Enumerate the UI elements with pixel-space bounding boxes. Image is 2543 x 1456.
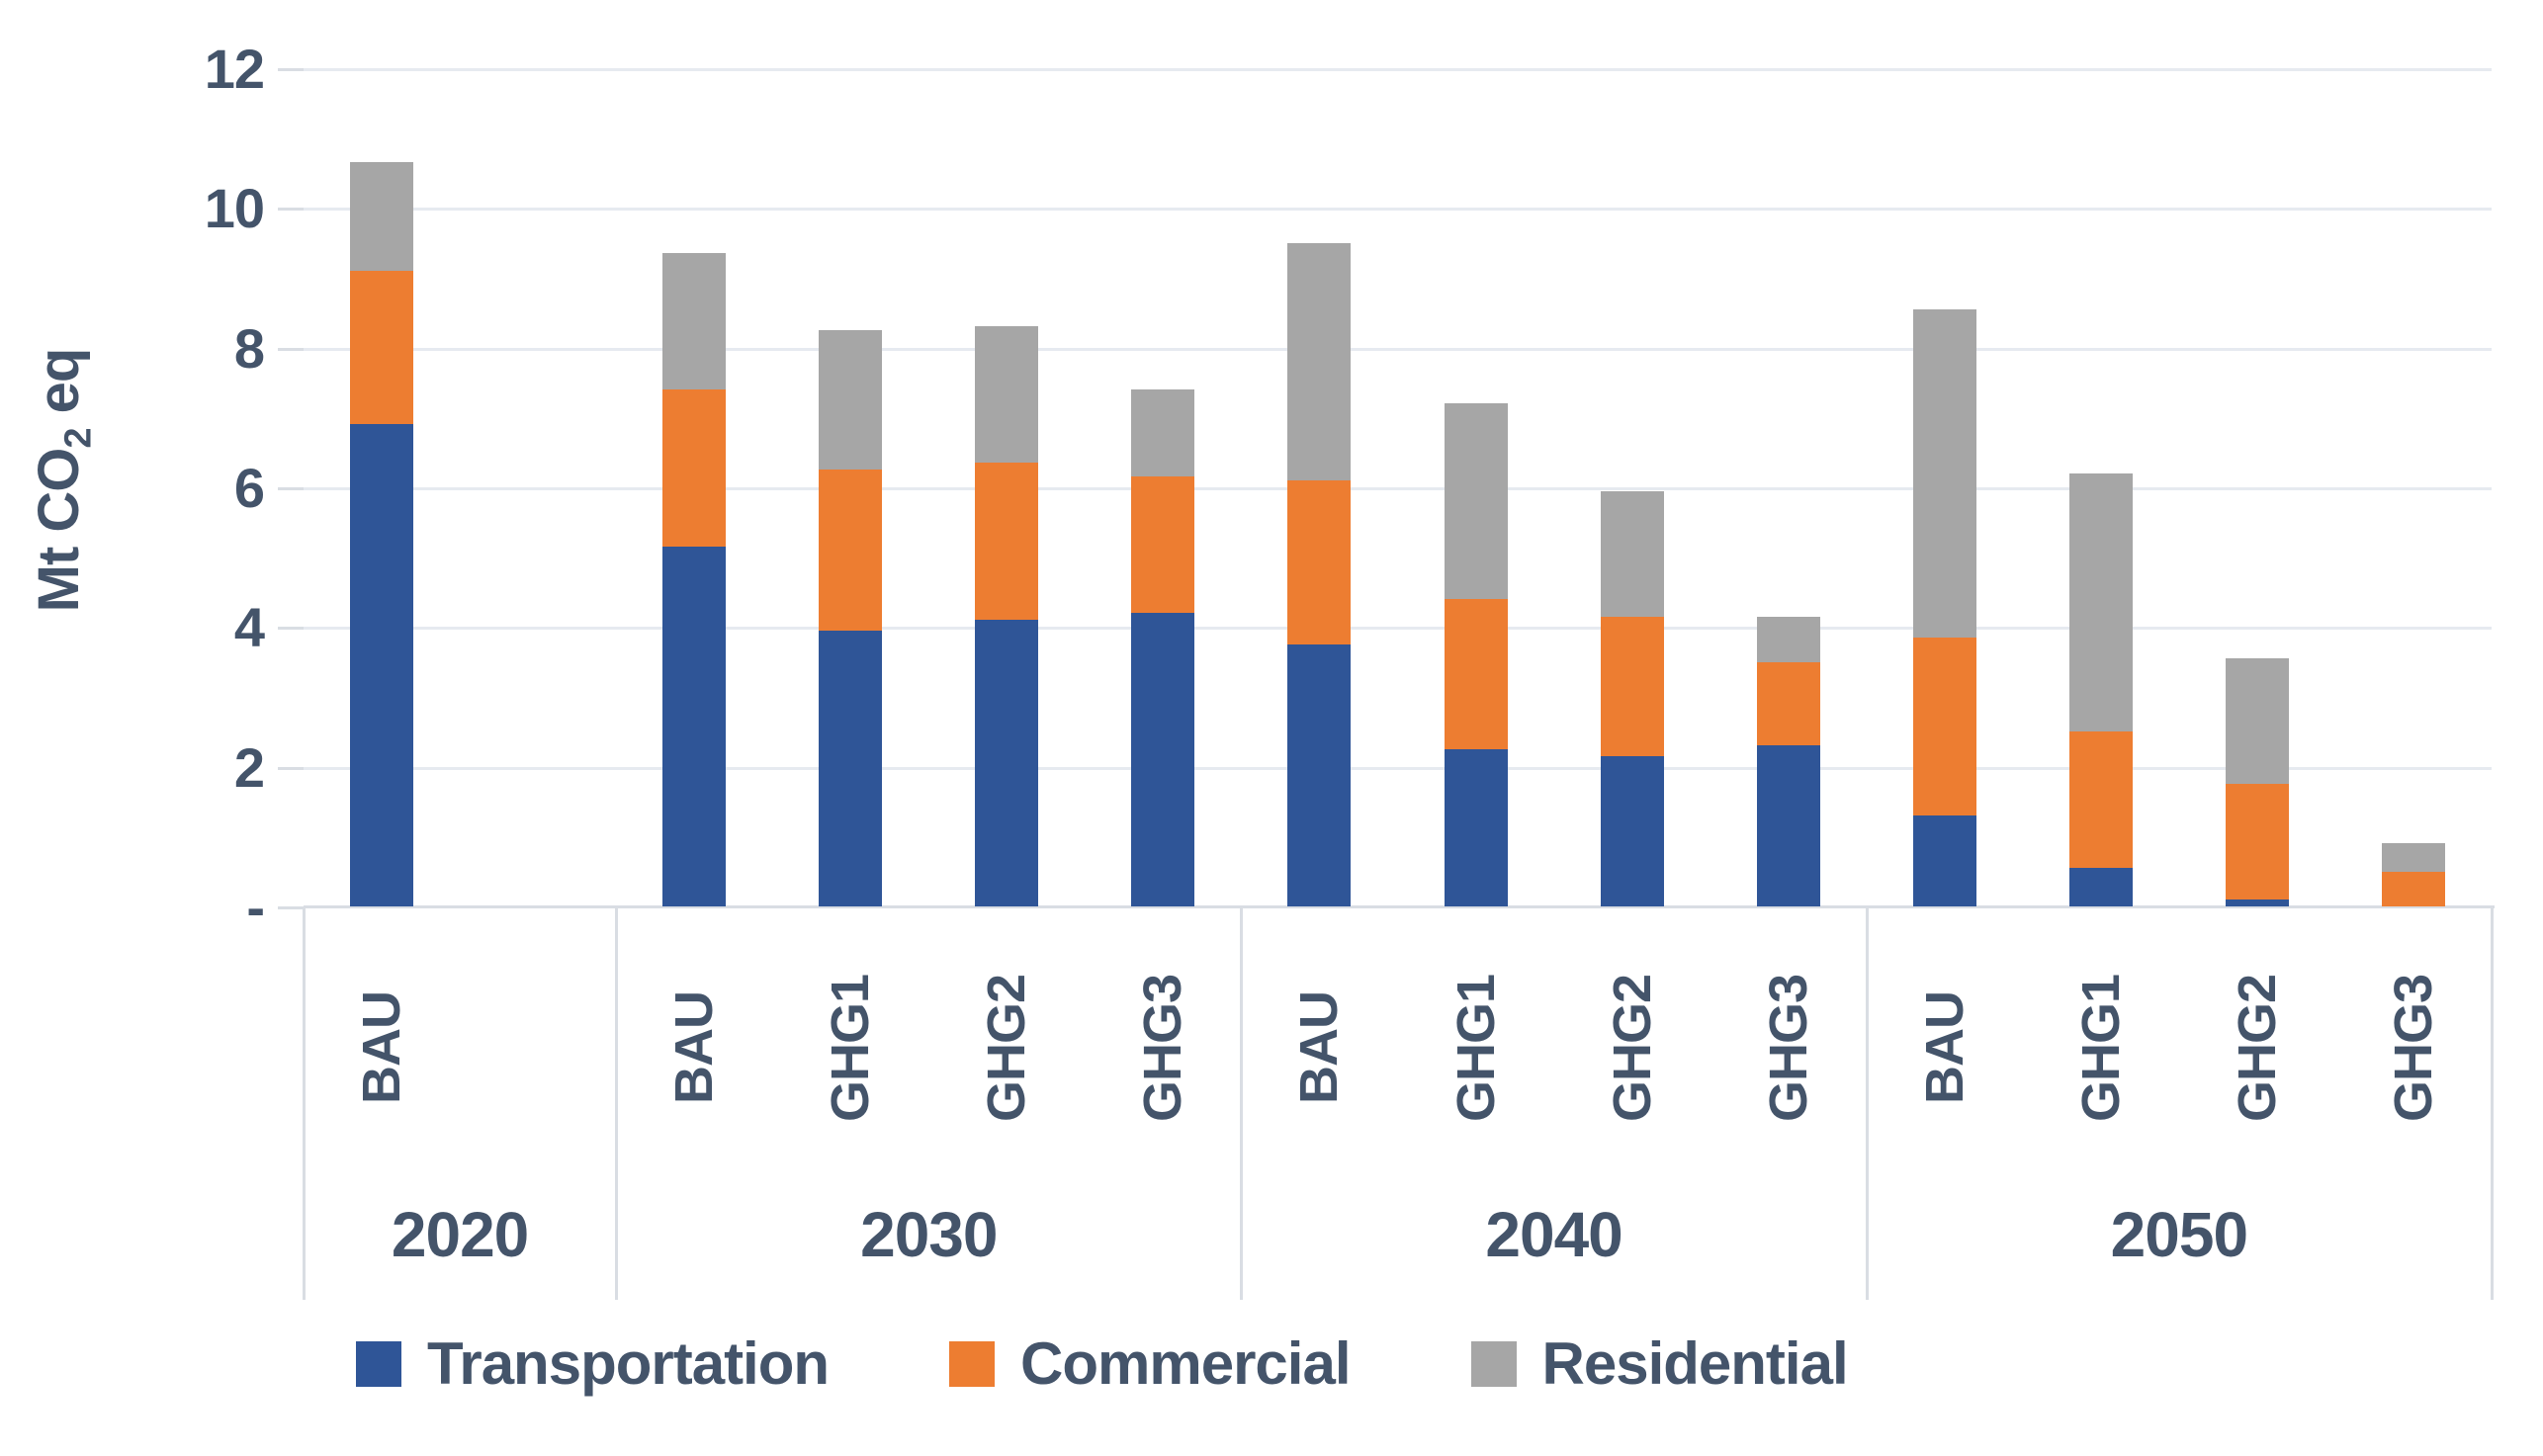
bar-segment-2050-ghg2-transportation bbox=[2225, 899, 2289, 906]
x-tick-label-2030-ghg2: GHG2 bbox=[977, 974, 1037, 1122]
x-tick-label-2040-bau: BAU bbox=[1289, 991, 1350, 1104]
year-label-2050: 2050 bbox=[2110, 1199, 2248, 1270]
y-tick-mark bbox=[278, 68, 304, 71]
bar-segment-2040-ghg1-residential bbox=[1444, 403, 1508, 600]
y-tick-label-6: 6 bbox=[233, 457, 265, 519]
bar-segment-2040-ghg2-residential bbox=[1600, 490, 1664, 617]
bar-segment-2020-bau-residential bbox=[350, 162, 414, 271]
x-axis-line bbox=[304, 905, 2495, 908]
bar-segment-2030-ghg2-transportation bbox=[975, 620, 1039, 906]
bar-segment-2020-bau-commercial bbox=[350, 270, 414, 425]
x-tick-label-2030-ghg3: GHG3 bbox=[1133, 974, 1193, 1122]
bar-segment-2030-ghg3-residential bbox=[1131, 389, 1195, 477]
legend-label-transportation: Transportation bbox=[427, 1330, 830, 1397]
bar-segment-2050-ghg2-commercial bbox=[2225, 784, 2289, 899]
gridline-10 bbox=[304, 208, 2492, 212]
gridline-2 bbox=[304, 766, 2492, 770]
bar-segment-2050-ghg2-residential bbox=[2225, 658, 2289, 785]
bar-segment-2040-ghg1-commercial bbox=[1444, 599, 1508, 749]
y-axis-title-text: Mt CO bbox=[27, 448, 91, 613]
bar-segment-2050-ghg3-commercial bbox=[2381, 871, 2445, 906]
y-tick-label--: - bbox=[246, 876, 265, 938]
x-tick-label-2030-ghg1: GHG1 bbox=[821, 974, 881, 1122]
year-label-2030: 2030 bbox=[860, 1199, 998, 1270]
group-separator bbox=[1240, 907, 1244, 1300]
group-separator bbox=[303, 907, 306, 1300]
gridline-8 bbox=[304, 347, 2492, 351]
y-axis-title-subscript: 2 bbox=[57, 428, 100, 449]
bar-segment-2040-ghg1-transportation bbox=[1444, 749, 1508, 906]
x-tick-label-2040-ghg1: GHG1 bbox=[1446, 974, 1506, 1122]
group-separator bbox=[615, 907, 619, 1300]
x-tick-label-2030-bau: BAU bbox=[664, 991, 725, 1104]
bar-segment-2030-ghg2-commercial bbox=[975, 463, 1039, 621]
bar-segment-2030-ghg3-commercial bbox=[1131, 476, 1195, 614]
bar-segment-2050-bau-residential bbox=[1912, 308, 1976, 638]
legend-swatch-commercial bbox=[949, 1340, 996, 1387]
y-axis-title: Mt CO2 eq bbox=[26, 204, 100, 757]
legend-swatch-residential bbox=[1470, 1340, 1517, 1387]
x-tick-label-2040-ghg2: GHG2 bbox=[1602, 974, 1662, 1122]
chart-legend: Transportation Commercial Residential bbox=[356, 1329, 1849, 1398]
group-separator bbox=[2491, 907, 2494, 1300]
legend-item-transportation: Transportation bbox=[356, 1329, 830, 1398]
bar-segment-2030-ghg1-residential bbox=[819, 330, 883, 471]
bar-segment-2040-ghg3-commercial bbox=[1756, 661, 1820, 746]
y-tick-label-12: 12 bbox=[204, 38, 265, 100]
legend-label-commercial: Commercial bbox=[1020, 1330, 1351, 1397]
y-tick-label-10: 10 bbox=[204, 177, 265, 240]
y-tick-mark bbox=[278, 906, 304, 909]
x-tick-label-2040-ghg3: GHG3 bbox=[1758, 974, 1818, 1122]
bar-segment-2040-bau-transportation bbox=[1287, 644, 1352, 906]
y-tick-label-8: 8 bbox=[233, 316, 265, 380]
bar-segment-2030-ghg2-residential bbox=[975, 326, 1039, 464]
gridline-12 bbox=[304, 68, 2492, 71]
y-tick-mark bbox=[278, 487, 304, 490]
bar-segment-2050-ghg1-residential bbox=[2068, 472, 2133, 732]
legend-item-residential: Residential bbox=[1470, 1329, 1849, 1398]
bar-segment-2050-bau-transportation bbox=[1912, 815, 1976, 906]
legend-label-residential: Residential bbox=[1541, 1330, 1849, 1397]
y-axis-title-suffix: eq bbox=[27, 348, 91, 429]
x-tick-label-2050-bau: BAU bbox=[1914, 991, 1974, 1104]
bar-segment-2050-ghg1-commercial bbox=[2068, 731, 2133, 869]
bar-segment-2040-bau-residential bbox=[1287, 242, 1352, 480]
bar-segment-2040-ghg3-residential bbox=[1756, 616, 1820, 662]
y-tick-mark bbox=[278, 347, 304, 351]
bar-segment-2040-ghg2-transportation bbox=[1600, 756, 1664, 906]
y-tick-label-2: 2 bbox=[233, 735, 265, 799]
bar-segment-2030-ghg3-transportation bbox=[1131, 613, 1195, 906]
bar-segment-2040-bau-commercial bbox=[1287, 479, 1352, 644]
y-tick-label-4: 4 bbox=[233, 596, 265, 659]
x-tick-label-2050-ghg3: GHG3 bbox=[2383, 974, 2443, 1122]
bar-segment-2030-bau-residential bbox=[662, 253, 727, 390]
bar-segment-2030-ghg1-commercial bbox=[819, 470, 883, 631]
x-tick-label-2050-ghg1: GHG1 bbox=[2070, 974, 2131, 1122]
bar-segment-2050-bau-commercial bbox=[1912, 637, 1976, 816]
bar-segment-2030-ghg1-transportation bbox=[819, 630, 883, 906]
year-label-2020: 2020 bbox=[391, 1199, 529, 1270]
y-tick-mark bbox=[278, 627, 304, 631]
bar-segment-2040-ghg3-transportation bbox=[1756, 745, 1820, 906]
year-label-2040: 2040 bbox=[1485, 1199, 1622, 1270]
bar-segment-2040-ghg2-commercial bbox=[1600, 616, 1664, 757]
bar-segment-2050-ghg3-residential bbox=[2381, 843, 2445, 872]
bar-segment-2030-bau-transportation bbox=[662, 547, 727, 906]
y-tick-mark bbox=[278, 208, 304, 212]
legend-swatch-transportation bbox=[356, 1340, 401, 1387]
group-separator bbox=[1865, 907, 1869, 1300]
gridline-6 bbox=[304, 487, 2492, 490]
x-tick-label-2020-bau: BAU bbox=[352, 991, 412, 1104]
legend-item-commercial: Commercial bbox=[949, 1329, 1352, 1398]
x-tick-label-2050-ghg2: GHG2 bbox=[2227, 974, 2287, 1122]
gridline-4 bbox=[304, 627, 2492, 631]
y-tick-mark bbox=[278, 766, 304, 770]
bar-segment-2020-bau-transportation bbox=[350, 424, 414, 906]
bar-segment-2050-ghg1-transportation bbox=[2068, 868, 2133, 906]
bar-segment-2030-bau-commercial bbox=[662, 389, 727, 548]
